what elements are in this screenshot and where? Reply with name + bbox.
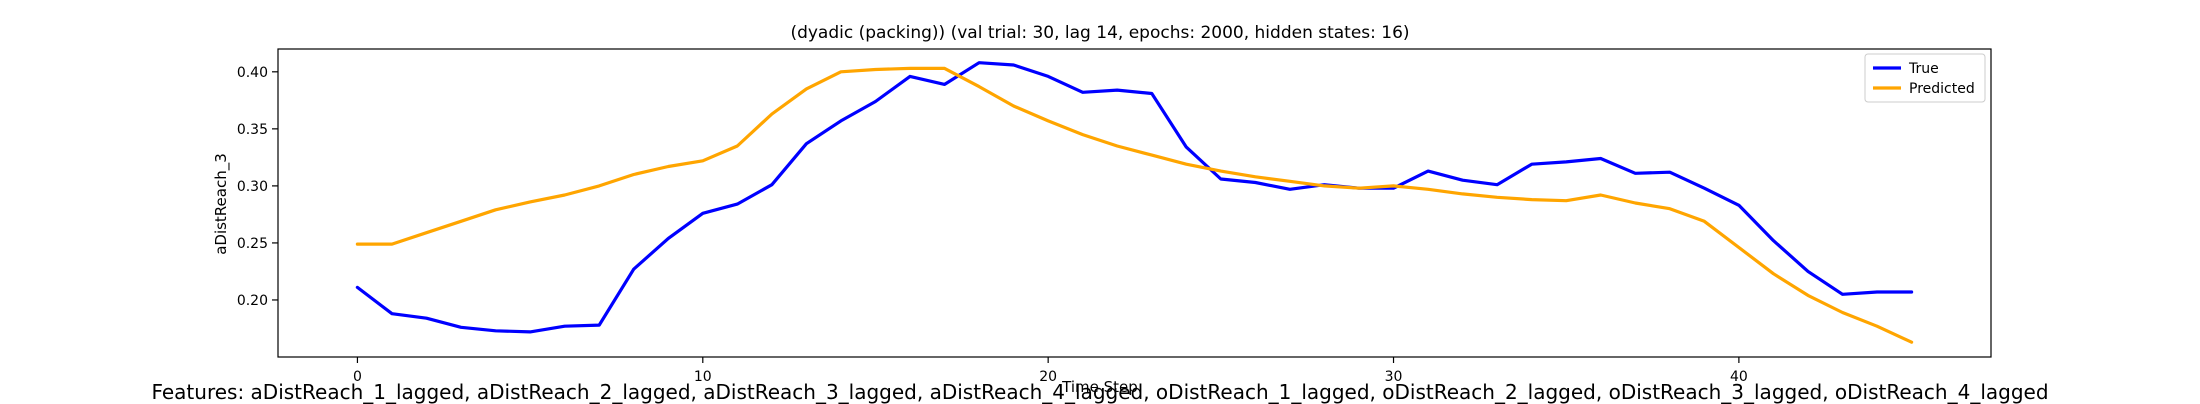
y-tick-label: 0.20 [237,293,268,309]
x-tick-label: 30 [1385,369,1403,385]
x-tick-label: 40 [1730,369,1748,385]
series-line-predicted [355,66,1914,344]
x-tick-label: 0 [353,369,362,385]
x-axis-label: Time Step [1061,378,1138,396]
y-tick-label: 0.30 [237,179,268,195]
y-tick-label: 0.25 [237,236,268,252]
plot-frame [277,48,1992,358]
features-caption: Features: aDistReach_1_lagged, aDistReac… [151,380,2049,404]
y-tick-label: 0.35 [237,122,268,138]
chart-title: (dyadic (packing)) (val trial: 30, lag 1… [790,23,1409,43]
y-axis-label: aDistReach_3 [212,153,231,255]
y-tick-label: 0.40 [237,65,268,81]
legend-label-predicted: Predicted [1909,81,1975,97]
legend-box [1864,53,1986,103]
x-tick-label: 10 [694,369,712,385]
series-line-true [355,61,1914,334]
x-tick-label: 20 [1039,369,1057,385]
legend-label-true: True [1908,61,1939,77]
